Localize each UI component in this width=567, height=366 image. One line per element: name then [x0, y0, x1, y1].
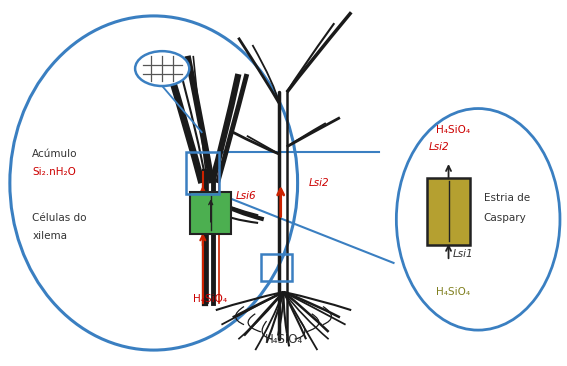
- Text: xilema: xilema: [32, 231, 67, 241]
- Text: Células do: Células do: [32, 213, 87, 223]
- Text: H₄SiO₄: H₄SiO₄: [193, 294, 227, 304]
- Bar: [187, 152, 219, 194]
- Bar: [191, 192, 231, 234]
- Text: Caspary: Caspary: [484, 213, 527, 223]
- Text: Si₂.nH₂O: Si₂.nH₂O: [32, 167, 77, 177]
- Text: H₄SiO₄: H₄SiO₄: [435, 287, 470, 297]
- Bar: [261, 254, 292, 281]
- Text: Lsi6: Lsi6: [235, 191, 256, 201]
- Circle shape: [135, 51, 189, 86]
- Text: Estria de: Estria de: [484, 193, 530, 202]
- Text: Lsi1: Lsi1: [453, 249, 473, 259]
- Text: Lsi2: Lsi2: [429, 142, 450, 152]
- Text: H₄SiO₄: H₄SiO₄: [435, 125, 470, 135]
- Ellipse shape: [10, 16, 298, 350]
- Ellipse shape: [396, 109, 560, 330]
- Text: Acúmulo: Acúmulo: [32, 149, 78, 159]
- Text: Lsi2: Lsi2: [309, 178, 329, 188]
- Bar: [428, 178, 469, 245]
- Text: H₄SiO₄: H₄SiO₄: [264, 333, 303, 346]
